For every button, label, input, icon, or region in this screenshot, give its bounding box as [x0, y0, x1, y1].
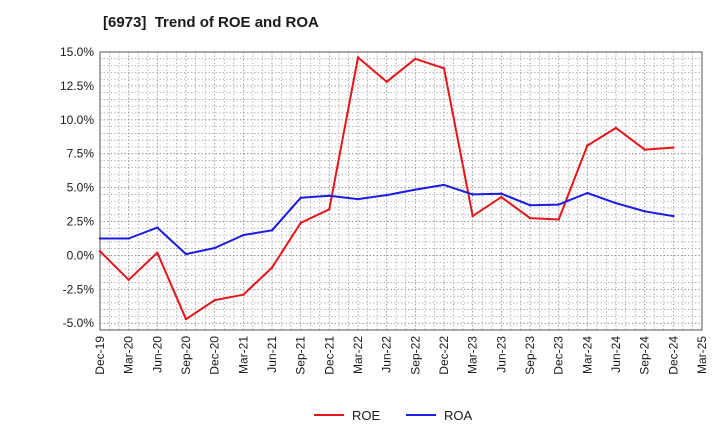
data-point-roa: [557, 203, 560, 206]
data-point-roa: [213, 246, 216, 250]
x-tick-label: Dec-22: [437, 336, 451, 375]
x-tick-label: Jun-20: [150, 336, 164, 373]
data-point-roe: [156, 251, 159, 254]
x-tick-label: Dec-21: [322, 336, 336, 375]
data-point-roe: [528, 216, 532, 220]
data-point-roe: [270, 266, 274, 269]
data-point-roe: [98, 250, 102, 253]
x-tick-label: Mar-21: [236, 336, 250, 374]
data-point-roe: [471, 214, 474, 218]
data-point-roe: [356, 56, 360, 59]
data-point-roe: [299, 221, 302, 225]
data-point-roa: [643, 210, 646, 213]
x-tick-label: Dec-24: [666, 336, 680, 375]
legend-label-roe: ROE: [352, 408, 381, 423]
x-tick-label: Mar-20: [122, 336, 136, 374]
y-tick-label: 10.0%: [60, 113, 94, 127]
x-tick-label: Jun-21: [265, 336, 279, 373]
legend-label-roa: ROA: [444, 408, 473, 423]
data-point-roe: [328, 208, 331, 211]
x-tick-label: Sep-21: [294, 336, 308, 375]
series: [98, 56, 675, 321]
data-point-roa: [414, 188, 417, 191]
data-point-roa: [356, 197, 360, 201]
x-tick-label: Mar-25: [695, 336, 709, 374]
data-point-roa: [614, 202, 618, 205]
x-tick-label: Dec-19: [93, 336, 107, 375]
data-point-roe: [213, 298, 216, 302]
y-tick-label: -2.5%: [63, 282, 95, 296]
x-tick-label: Sep-20: [179, 336, 193, 375]
data-point-roe: [414, 57, 417, 60]
data-point-roe: [586, 144, 589, 147]
x-tick-label: Sep-23: [523, 336, 537, 375]
y-tick-label: -5.0%: [63, 316, 95, 330]
data-point-roa: [672, 214, 675, 218]
data-point-roa: [98, 237, 102, 240]
x-tick-label: Mar-23: [466, 336, 480, 374]
x-tick-label: Sep-22: [408, 336, 422, 375]
data-point-roe: [672, 146, 675, 149]
plot-frame: [99, 51, 703, 331]
y-tick-label: 12.5%: [60, 79, 94, 93]
data-point-roa: [127, 237, 130, 240]
data-point-roa: [528, 204, 532, 207]
data-point-roe: [127, 278, 130, 282]
x-tick-label: Jun-23: [494, 336, 508, 373]
data-point-roa: [328, 194, 331, 197]
x-tick-label: Dec-20: [208, 336, 222, 375]
y-tick-label: 0.0%: [67, 248, 95, 262]
data-point-roe: [614, 126, 618, 130]
y-tick-label: 15.0%: [60, 45, 94, 59]
chart-title: [6973] Trend of ROE and ROA: [103, 14, 319, 31]
y-tick-label: 5.0%: [67, 181, 95, 195]
x-tick-label: Mar-24: [580, 336, 594, 374]
data-point-roe: [385, 80, 388, 84]
data-point-roe: [242, 293, 245, 296]
x-tick-label: Mar-22: [351, 336, 365, 374]
x-tick-label: Jun-24: [609, 336, 623, 373]
data-point-roa: [442, 183, 446, 187]
x-tick-label: Sep-24: [638, 336, 652, 375]
data-point-roe: [184, 317, 188, 321]
grid: [99, 51, 703, 331]
data-point-roa: [184, 252, 188, 256]
data-point-roa: [299, 196, 302, 199]
y-tick-label: 2.5%: [67, 215, 95, 229]
data-point-roa: [156, 226, 159, 229]
data-point-roa: [270, 229, 274, 232]
data-point-roe: [557, 218, 560, 221]
data-point-roa: [385, 193, 388, 197]
data-point-roa: [242, 233, 245, 237]
data-point-roa: [586, 191, 589, 195]
data-point-roa: [500, 192, 503, 195]
x-tick-label: Jun-22: [380, 336, 394, 373]
x-tick-label: Dec-23: [552, 336, 566, 375]
data-point-roa: [471, 193, 474, 196]
data-point-roe: [442, 67, 446, 70]
data-point-roe: [643, 148, 646, 151]
axes: -5.0% -2.5% 0.0% 2.5% 5.0% 7.5% 10.0% 12.5% 15.0…: [60, 45, 709, 375]
y-tick-label: 7.5%: [67, 147, 95, 161]
legend: ROE ROA: [314, 408, 473, 423]
data-point-roe: [500, 195, 503, 199]
